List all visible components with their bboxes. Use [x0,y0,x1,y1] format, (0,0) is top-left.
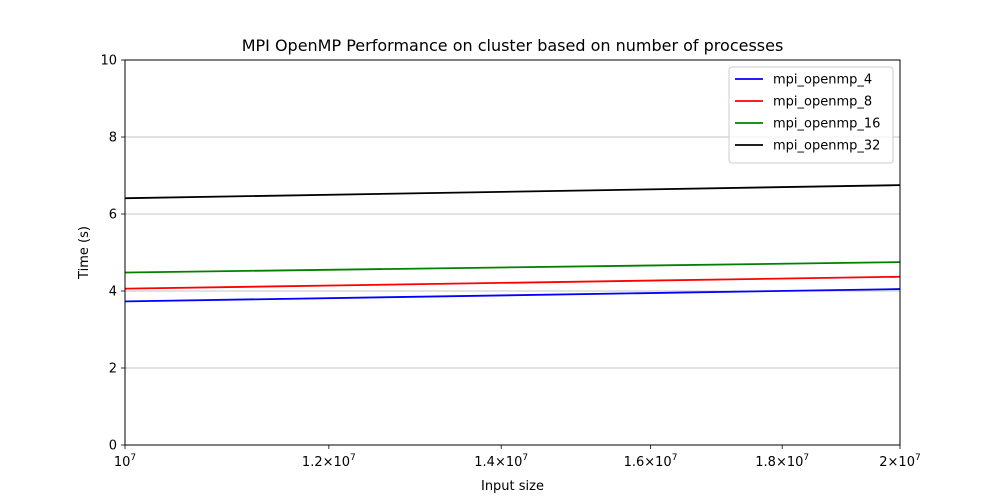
legend: mpi_openmp_4 mpi_openmp_8 mpi_openmp_16mpi… [728,66,894,164]
series-line-mpi_openmp_4 [124,288,901,303]
x-tick-label: 107 [114,453,136,470]
legend-label: mpi_openmp_16 [773,117,880,132]
legend-box [728,66,894,164]
series-line-mpi_openmp_8 [124,275,901,290]
legend-label: mpi_openmp_4 [773,73,872,88]
x-tick-label: 1.6×107 [624,453,678,470]
series-layer [124,184,901,303]
series-line-mpi_openmp_16 [124,261,901,274]
x-axis-ticks: 107 1.2×107 1.4×107 1.6×107 1.8×107 2×107 [114,445,921,470]
y-tick-label: 0 [109,439,117,454]
x-tick-label: 1.2×107 [302,453,356,470]
legend-label: mpi_openmp_32 [773,139,880,154]
series-line-mpi_openmp_32 [124,184,901,200]
y-tick-label: 10 [100,54,117,69]
x-tick-label: 2×107 [879,453,920,470]
y-axis-title: Time (s) [77,226,92,280]
chart-title: MPI OpenMP Performance on cluster based … [242,36,784,55]
y-tick-label: 6 [109,208,117,223]
x-tick-label: 1.4×107 [474,453,528,470]
x-axis-title: Input size [481,479,544,494]
plot-frame [124,59,901,446]
y-tick-label: 4 [109,285,117,300]
legend-label: mpi_openmp_8 [773,95,872,110]
y-axis-ticks: 0 2 4 6 8 10 [100,54,125,454]
x-tick-label: 1.8×107 [755,453,809,470]
y-tick-label: 2 [109,362,117,377]
y-tick-label: 8 [109,131,117,146]
